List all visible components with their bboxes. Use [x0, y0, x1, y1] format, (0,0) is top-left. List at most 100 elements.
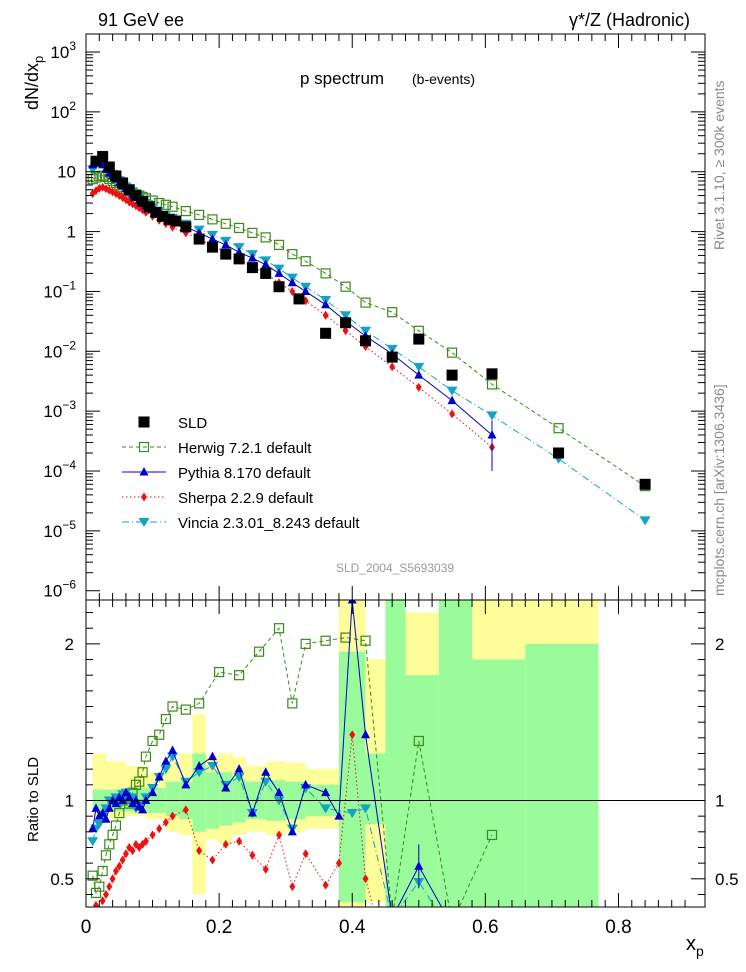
herwig-point — [194, 209, 205, 221]
y-tick-label: 10−3 — [43, 398, 76, 421]
herwig-point — [446, 347, 458, 358]
ratio-y-tick-label-right: 2 — [715, 635, 724, 654]
sld-point — [137, 195, 149, 207]
pythia-ratio-point — [138, 804, 148, 814]
sld-point — [260, 267, 272, 279]
vincia-point — [413, 362, 425, 372]
herwig-ratio-point — [320, 635, 331, 646]
pythia-ratio-point — [91, 803, 101, 812]
legend-marker — [139, 467, 149, 476]
pythia-ratio-point — [118, 795, 128, 804]
sld-point — [143, 201, 155, 213]
sherpa-ratio-point — [119, 855, 126, 865]
top-series — [87, 150, 651, 526]
pythia-ratio-point — [101, 814, 111, 823]
chart-title: p spectrum — [300, 69, 384, 88]
legend-marker — [138, 416, 150, 428]
x-tick-label: 0 — [81, 917, 92, 938]
sherpa-ratio-point — [129, 846, 136, 856]
herwig-ratio-point — [233, 670, 245, 681]
herwig-ratio-point — [194, 698, 205, 709]
sld-point — [246, 262, 258, 274]
sherpa-ratio-point — [236, 836, 243, 846]
herwig-point — [320, 268, 331, 279]
xlabel-sub: p — [696, 943, 704, 959]
herwig-point — [486, 379, 498, 390]
pythia-ratio-point — [168, 745, 178, 754]
ratio-y-tick-label-right: 1 — [715, 791, 724, 810]
herwig-point — [553, 423, 564, 434]
sld-point — [180, 221, 192, 233]
ratio-y-tick-label: 0.5 — [50, 870, 74, 889]
sherpa-ratio-point — [222, 839, 229, 849]
pythia-point — [207, 234, 217, 243]
sherpa-ratio-point — [362, 874, 369, 884]
sherpa-ratio-point — [249, 850, 256, 860]
y-axis-label-top: dN/dxp — [22, 56, 46, 110]
pythia-ratio-point — [141, 795, 151, 804]
herwig-point — [260, 232, 271, 243]
pythia-ratio-point — [414, 861, 424, 870]
pythia-point — [247, 253, 257, 262]
herwig-ratio-point — [130, 779, 142, 790]
herwig-ratio-point — [180, 704, 191, 715]
series-sherpa — [89, 182, 496, 452]
pythia-ratio-point — [154, 771, 164, 781]
herwig-ratio-point — [300, 638, 311, 649]
sld-point — [110, 170, 122, 182]
herwig-ratio-point — [167, 701, 178, 712]
herwig-point — [180, 205, 191, 217]
sld-point — [360, 335, 372, 347]
pythia-ratio-point — [261, 767, 271, 776]
pythia-ratio-point — [111, 798, 121, 808]
ratio-y-tick-label: 1 — [65, 791, 74, 810]
sherpa-ratio-point — [99, 896, 106, 906]
sld-point — [90, 155, 102, 167]
vincia-ratio-point — [87, 837, 99, 847]
sld-point — [340, 317, 352, 329]
sld-point — [639, 478, 651, 490]
y-tick-label: 10−6 — [43, 578, 76, 601]
sherpa-ratio-point — [196, 846, 203, 856]
sld-point — [117, 177, 129, 189]
vincia-ratio-point — [320, 804, 332, 814]
legend-entry-herwig: Herwig 7.2.1 default — [122, 440, 312, 457]
legend-label: Vincia 2.3.01_8.243 default — [178, 515, 360, 532]
rivet-label: Rivet 3.1.10, ≥ 300k events — [711, 80, 727, 250]
herwig-ratio-point — [360, 635, 371, 646]
x-tick-label: 0.6 — [472, 917, 498, 938]
xlabel-main: x — [686, 933, 696, 955]
herwig-point — [300, 256, 311, 267]
sherpa-point — [322, 310, 329, 320]
ratio-series-sherpa — [92, 730, 374, 907]
series-sld — [90, 150, 651, 490]
sherpa-ratio-point — [142, 836, 149, 846]
pythia-point — [301, 286, 311, 295]
pythia-point — [487, 429, 497, 439]
herwig-point — [233, 222, 245, 234]
sherpa-ratio-point — [169, 811, 176, 821]
sld-point — [97, 150, 109, 162]
pythia-ratio-point — [181, 779, 191, 789]
herwig-point — [220, 218, 231, 229]
pythia-ratio-point — [247, 808, 257, 817]
sherpa-ratio-point — [162, 817, 169, 827]
sherpa-ratio-point — [102, 889, 109, 899]
sld-point — [157, 210, 169, 222]
sherpa-ratio-point — [335, 858, 342, 868]
y-tick-label: 10 — [57, 163, 76, 182]
header-left: 91 GeV ee — [98, 10, 184, 30]
herwig-ratio-point — [253, 646, 265, 657]
sherpa-ratio-point — [112, 866, 119, 876]
chart-title-note: (b-events) — [412, 71, 475, 87]
herwig-point — [207, 214, 218, 225]
sld-point — [553, 447, 565, 459]
legend-label: SLD — [178, 415, 207, 432]
vincia-ratio-point — [233, 772, 245, 782]
y-tick-label: 10−2 — [43, 338, 76, 361]
uncertainty-band-inner — [525, 643, 599, 907]
pythia-ratio-point — [361, 729, 371, 739]
herwig-ratio-point — [214, 666, 225, 678]
